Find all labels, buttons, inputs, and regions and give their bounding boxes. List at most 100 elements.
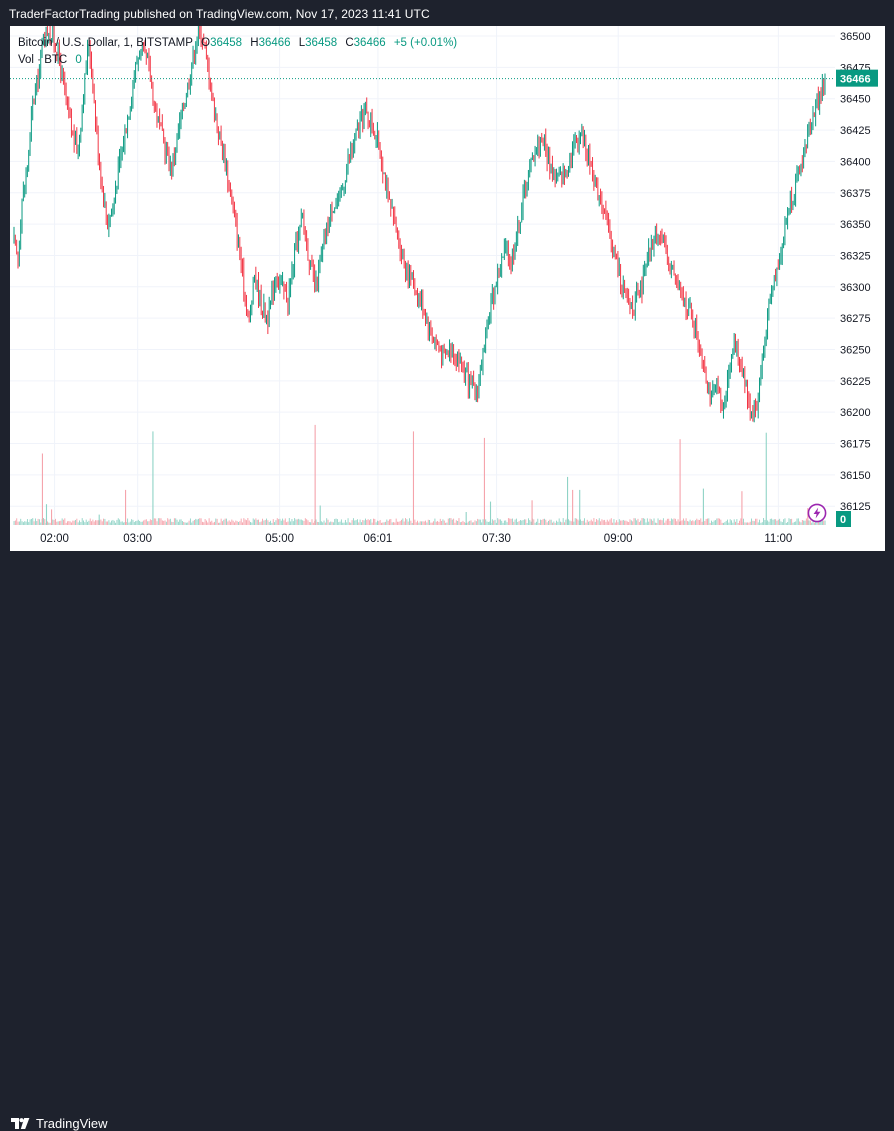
volume-bar [481,522,483,525]
low-value: 36458 [305,37,338,49]
volume-bar [630,520,632,525]
volume-bar [657,518,659,525]
volume-bar [601,519,603,525]
volume-bar [793,521,795,525]
volume-bar [175,518,177,525]
volume-bar [743,518,744,525]
volume-bar [105,521,107,525]
volume-row: Vol · BTC 0 [18,52,457,69]
volume-bar [638,522,640,525]
volume-bar [258,519,260,525]
volume-bar [757,522,759,525]
volume-bar [809,520,811,525]
volume-bar [107,521,109,525]
volume-bar [350,522,352,525]
volume-bar [53,520,55,525]
volume-bar [344,519,346,525]
volume-bar [120,521,122,525]
volume-bar [824,520,826,525]
volume-bar [192,520,194,525]
volume-bar [141,521,143,525]
volume-bar [358,522,360,525]
volume-bar [747,522,749,525]
volume-spike [741,491,743,525]
volume-bar [632,521,634,525]
volume-bar [612,522,614,525]
volume-bar [602,520,604,525]
volume-bar [433,521,435,525]
volume-bar [772,519,774,525]
volume-bar [268,521,270,525]
volume-bar [37,518,39,525]
volume-bar [475,521,477,525]
volume-bar [323,520,325,525]
volume-bar [769,518,771,525]
volume-bar [469,520,471,525]
volume-bar [169,518,171,525]
volume-bar [580,519,581,525]
volume-bar [393,522,394,525]
tradingview-brand[interactable]: TradingView [11,1116,108,1131]
volume-spike [702,488,704,525]
volume-bar [147,521,149,525]
volume-bar [593,518,595,525]
high-label: H [250,37,259,49]
volume-bar [355,520,357,525]
volume-bar [347,518,349,525]
price-chart[interactable]: 36125 36150 36175 36200 36225 36250 36275 36300… [10,26,885,551]
volume-bar [131,519,133,525]
volume-bar [296,519,298,525]
volume-bar [212,522,214,525]
volume-bar [216,518,218,525]
volume-bar [613,519,615,525]
volume-bar [207,522,209,525]
volume-bar [473,522,475,525]
volume-bar [26,519,28,525]
volume-bar [497,518,499,525]
change-value: +5 (+0.01%) [393,37,458,49]
chart-frame[interactable]: 36125 36150 36175 36200 36225 36250 36275 36300… [10,26,885,551]
volume-bar [685,518,687,525]
volume-bar [711,520,712,525]
volume-bar [352,518,354,525]
volume-bar [409,518,410,525]
volume-bar [582,520,584,525]
volume-bar [111,520,113,525]
volume-bar [294,518,296,525]
volume-bar [453,518,455,525]
volume-bar [405,518,406,525]
volume-bar [128,522,130,525]
time-axis[interactable]: 02:00 03:00 05:00 06:01 07:30 09:00 11:00 [40,533,792,545]
volume-bar [236,521,238,525]
volume-bar [113,520,115,525]
volume-bar [636,520,638,525]
volume-bar [503,520,505,525]
volume-bar [670,518,672,525]
volume-bar [482,519,484,525]
volume-bar [819,520,821,525]
volume-bar [295,519,297,525]
volume-bar [732,522,734,525]
volume-bar [310,522,312,525]
volume-bar [534,522,536,525]
volume-bar [569,520,571,525]
volume-bar [441,521,443,525]
volume-bar [204,519,206,525]
volume-bar [570,521,572,525]
volume-bar [712,521,714,525]
volume-bar [33,521,35,525]
volume-bar [616,520,618,525]
price-axis[interactable]: 36125 36150 36175 36200 36225 36250 36275 36300… [840,31,871,513]
volume-bar [203,522,205,525]
volume-bar [379,519,381,525]
volume-bar [608,521,610,525]
volume-bar [648,521,650,525]
volume-bar [270,520,272,525]
open-value: 36458 [210,37,243,49]
volume-bar [797,518,799,525]
lightning-icon[interactable] [807,503,827,523]
volume-bar [646,518,648,525]
volume-bar [49,522,51,525]
volume-bar [610,518,612,525]
volume-bar [42,518,44,525]
